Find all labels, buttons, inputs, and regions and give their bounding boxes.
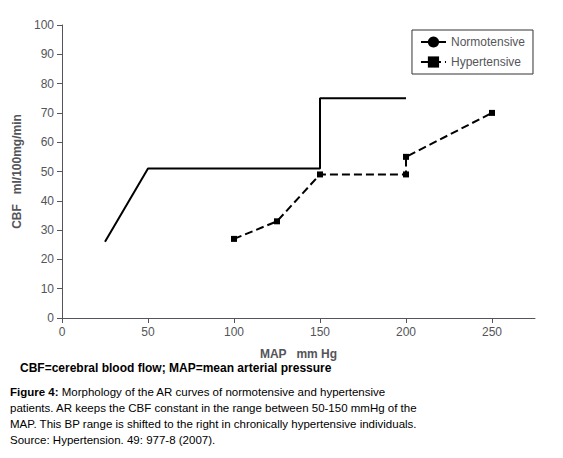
svg-text:100: 100	[34, 18, 54, 32]
svg-text:patients. AR keeps the CBF con: patients. AR keeps the CBF constant in t…	[10, 402, 417, 414]
svg-text:60: 60	[41, 135, 55, 149]
svg-text:MAP mm Hg: MAP mm Hg	[260, 347, 337, 361]
svg-text:Hypertensive: Hypertensive	[451, 55, 521, 69]
svg-text:Source: Hypertension. 49: 977-: Source: Hypertension. 49: 977-8 (2007).	[10, 434, 215, 446]
svg-text:CBF=cerebral blood flow; MAP=m: CBF=cerebral blood flow; MAP=mean arteri…	[20, 361, 332, 375]
svg-text:80: 80	[41, 77, 55, 91]
svg-text:20: 20	[41, 252, 55, 266]
svg-text:50: 50	[141, 325, 155, 339]
svg-text:Morphology of the AR curves of: Morphology of the AR curves of normotens…	[59, 386, 386, 398]
svg-text:70: 70	[41, 106, 55, 120]
svg-text:30: 30	[41, 223, 55, 237]
svg-text:40: 40	[41, 194, 55, 208]
svg-text:10: 10	[41, 282, 55, 296]
svg-text:200: 200	[396, 325, 416, 339]
svg-text:100: 100	[224, 325, 244, 339]
svg-text:50: 50	[41, 165, 55, 179]
svg-text:150: 150	[310, 325, 330, 339]
svg-text:Figure 4:: Figure 4:	[10, 386, 59, 398]
svg-text:CBF ml/100mg/min: CBF ml/100mg/min	[10, 114, 24, 229]
svg-text:0: 0	[47, 311, 54, 325]
svg-text:250: 250	[482, 325, 502, 339]
svg-text:Normotensive: Normotensive	[451, 35, 525, 49]
svg-text:90: 90	[41, 47, 55, 61]
svg-text:MAP. This BP range is shifted: MAP. This BP range is shifted to the rig…	[10, 418, 417, 430]
svg-text:0: 0	[59, 325, 66, 339]
